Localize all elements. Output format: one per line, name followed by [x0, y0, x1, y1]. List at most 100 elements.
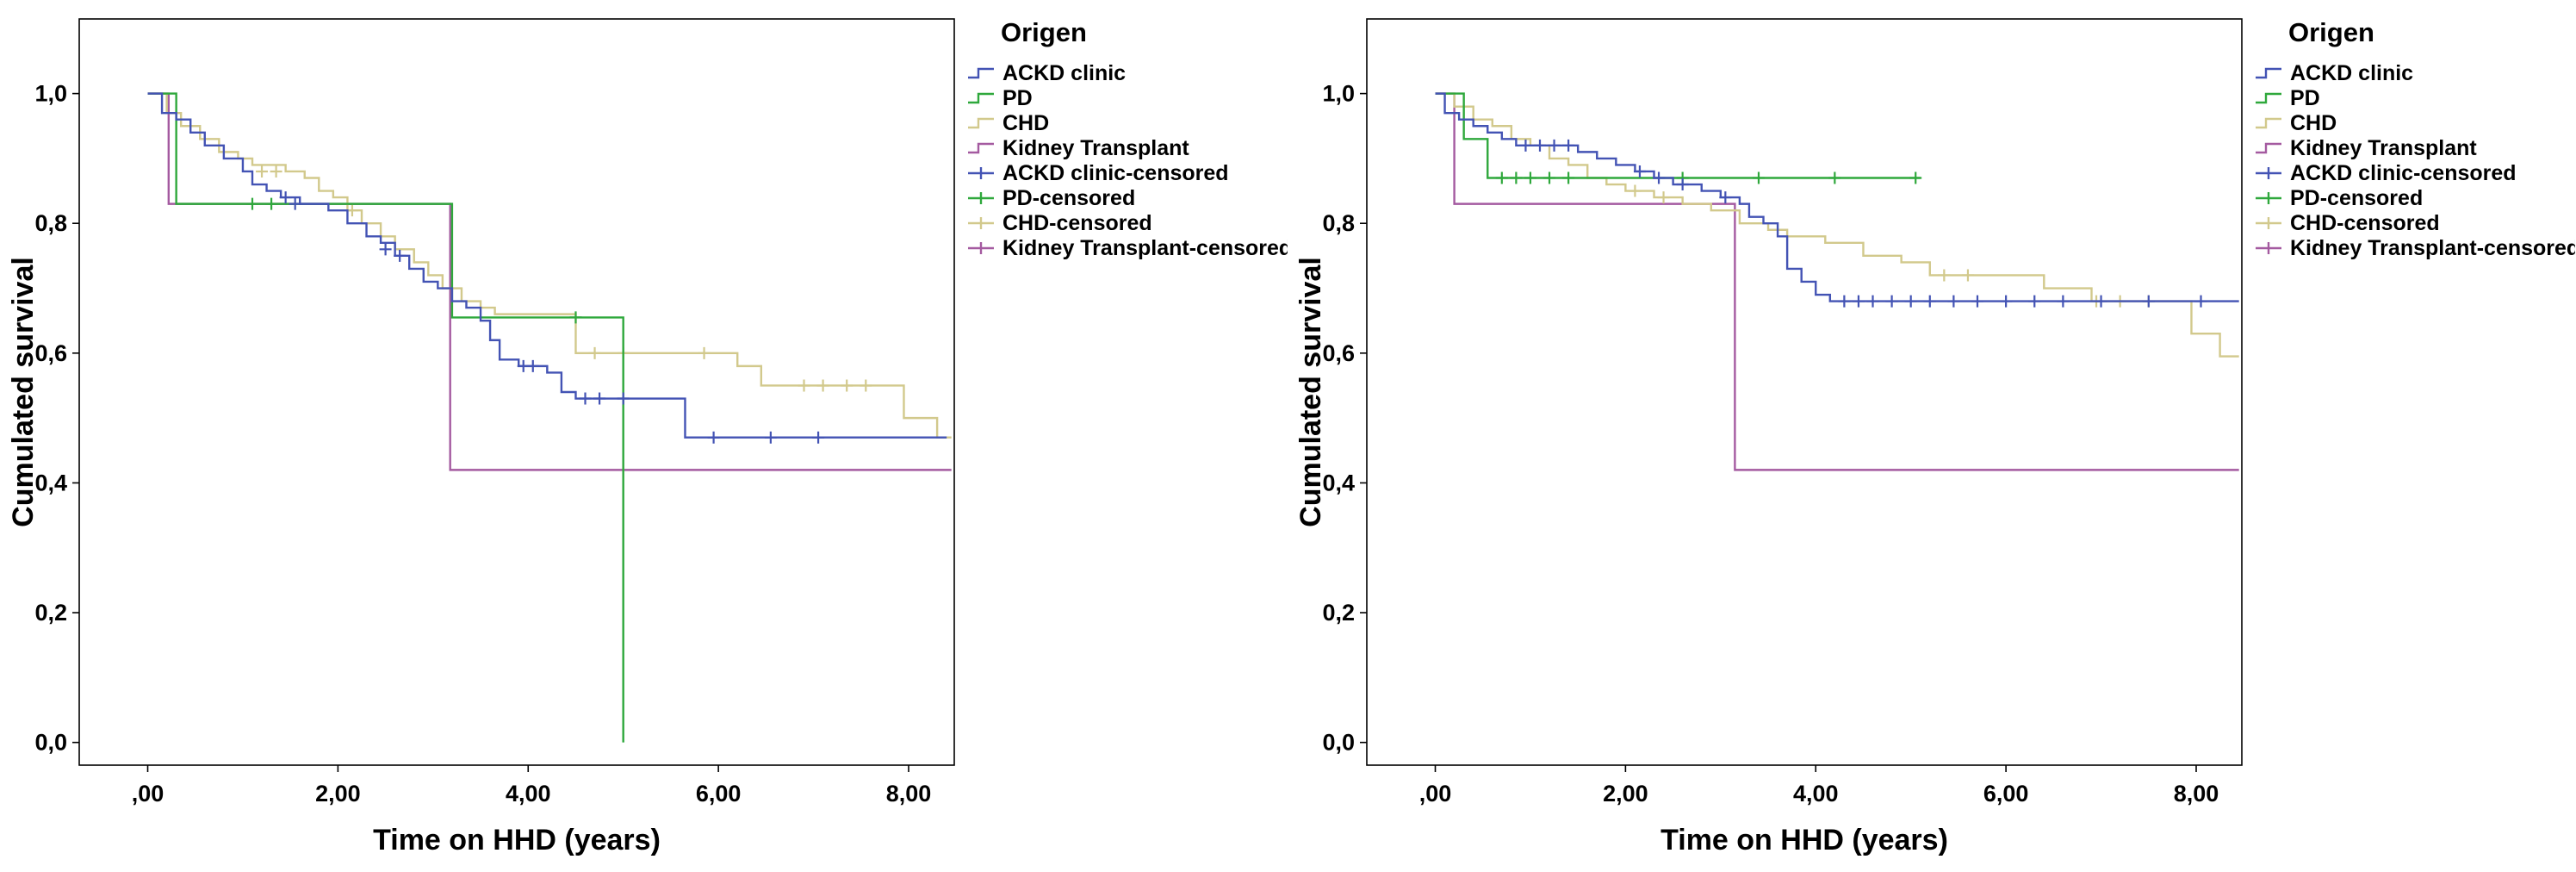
legend-line-glyph-pd: [2256, 92, 2281, 104]
x-tick-label: ,00: [1419, 781, 1452, 807]
survival-curve-chd: [147, 92, 952, 439]
censor-mark-ackd-clinic: [1533, 139, 1546, 152]
censor-mark-pd: [245, 197, 258, 210]
y-tick-label: 0,4: [1322, 470, 1355, 495]
x-tick-label: 2,00: [315, 781, 361, 807]
censor-mark-chd: [698, 346, 711, 359]
legend-label-pd: PD: [1002, 86, 1033, 110]
y-tick-label: 0,2: [34, 600, 67, 626]
censor-mark-ackd-clinic: [2057, 295, 2070, 308]
legend-label-ackd-clinic-censored: ACKD clinic-censored: [2290, 161, 2517, 185]
censor-mark-chd: [798, 379, 810, 392]
censor-mark-ackd-clinic: [812, 431, 825, 444]
y-tick-label: 0,6: [34, 340, 67, 366]
censor-mark-ackd-clinic: [2028, 295, 2041, 308]
censor-mark-chd: [588, 346, 601, 359]
censor-mark-pd: [265, 197, 278, 210]
censor-mark-ackd-clinic: [593, 392, 606, 405]
legend-line-glyph-kidney-transplant: [2256, 142, 2281, 154]
censor-mark-pd: [1510, 171, 1523, 184]
legend-censored-glyph-kidney-transplant-censored: [968, 242, 994, 254]
censor-mark-ackd-clinic: [2000, 295, 2013, 308]
legend-label-kidney-transplant-censored: Kidney Transplant-censored: [1002, 236, 1288, 260]
censor-mark-pd: [569, 311, 582, 324]
censor-mark-pd: [1828, 171, 1841, 184]
legend-line-glyph-chd: [2256, 117, 2281, 129]
legend-censored-glyph-pd-censored: [2256, 192, 2281, 204]
censor-mark-ackd-clinic: [526, 359, 539, 372]
y-axis-title: Cumulated survival: [7, 257, 40, 527]
legend-label-kidney-transplant: Kidney Transplant: [2290, 136, 2477, 160]
y-tick-label: 1,0: [1322, 81, 1355, 107]
x-axis-title: Time on HHD (years): [1660, 824, 1948, 856]
legend-line-glyph-ackd-clinic: [968, 67, 994, 79]
censor-mark-ackd-clinic: [379, 243, 392, 256]
censor-mark-pd: [1562, 171, 1575, 184]
legend-label-chd: CHD: [2290, 111, 2337, 135]
x-tick-label: 8,00: [886, 781, 932, 807]
censor-mark-ackd-clinic: [1548, 139, 1561, 152]
x-tick-label: 8,00: [2174, 781, 2219, 807]
y-tick-label: 0,8: [1322, 210, 1355, 236]
legend-label-ackd-clinic: ACKD clinic: [2290, 61, 2413, 85]
y-tick-label: 1,0: [34, 81, 67, 107]
legend-label-pd-censored: PD-censored: [1002, 186, 1135, 210]
censor-mark-pd: [1495, 171, 1508, 184]
survival-curve-ackd-clinic: [147, 92, 947, 439]
legend-label-chd-censored: CHD-censored: [1002, 211, 1152, 235]
censor-mark-ackd-clinic: [1885, 295, 1898, 308]
legend-censored-glyph-pd-censored: [968, 192, 994, 204]
censor-mark-ackd-clinic: [1852, 295, 1865, 308]
x-tick-label: 6,00: [1983, 781, 2029, 807]
y-tick-label: 0,2: [1322, 600, 1355, 626]
censor-mark-chd: [270, 165, 282, 178]
legend-label-ackd-clinic: ACKD clinic: [1002, 61, 1126, 85]
y-tick-label: 0,8: [34, 210, 67, 236]
survival-curve-pd: [147, 92, 624, 743]
censor-mark-ackd-clinic: [1519, 139, 1532, 152]
x-tick-label: 6,00: [696, 781, 742, 807]
right-survival-panel: ,00 2,00 4,00 6,00 8,00 0,0 0,2 0,4 0,6 0,8 1,0 Tim…: [1288, 0, 2575, 872]
legend-label-chd-censored: CHD-censored: [2290, 211, 2440, 235]
legend-line-glyph-pd: [968, 92, 994, 104]
censor-mark-ackd-clinic: [1866, 295, 1879, 308]
censor-mark-pd: [1752, 171, 1765, 184]
censor-mark-ackd-clinic: [707, 431, 720, 444]
legend-censored-glyph-kidney-transplant-censored: [2256, 242, 2281, 254]
x-tick-label: 4,00: [506, 781, 551, 807]
survival-curve-pd: [1435, 92, 1921, 179]
censor-mark-ackd-clinic: [1923, 295, 1936, 308]
censor-mark-chd: [1629, 184, 1642, 197]
y-axis-title: Cumulated survival: [1294, 257, 1327, 527]
censor-mark-pd: [1543, 171, 1556, 184]
censor-mark-ackd-clinic: [764, 431, 777, 444]
x-tick-label: 2,00: [1603, 781, 1648, 807]
legend-line-glyph-chd: [968, 117, 994, 129]
legend-censored-glyph-chd-censored: [968, 217, 994, 229]
plot-area-border: [78, 18, 955, 766]
censor-mark-pd: [1524, 171, 1536, 184]
legend-label-pd: PD: [2290, 86, 2320, 110]
y-tick-label: 0,0: [1322, 730, 1355, 756]
legend-label-chd: CHD: [1002, 111, 1049, 135]
censor-mark-chd: [816, 379, 829, 392]
legend-line-glyph-kidney-transplant: [968, 142, 994, 154]
legend-censored-glyph-ackd-clinic-censored: [968, 167, 994, 179]
censor-mark-ackd-clinic: [1562, 139, 1575, 152]
left-survival-panel: ,00 2,00 4,00 6,00 8,00 0,0 0,2 0,4 0,6 0,8 1,0 Tim…: [7, 17, 1288, 856]
x-tick-label: ,00: [132, 781, 164, 807]
y-tick-label: 0,0: [34, 730, 67, 756]
plot-area-border: [1366, 18, 2243, 766]
censor-mark-pd: [1909, 171, 1922, 184]
legend-censored-glyph-ackd-clinic-censored: [2256, 167, 2281, 179]
censor-mark-chd: [1657, 191, 1670, 204]
y-tick-label: 0,6: [1322, 340, 1355, 366]
censor-mark-ackd-clinic: [579, 392, 592, 405]
legend-label-kidney-transplant-censored: Kidney Transplant-censored: [2290, 236, 2575, 260]
legend-label-ackd-clinic-censored: ACKD clinic-censored: [1002, 161, 1229, 185]
censor-mark-ackd-clinic: [1653, 171, 1666, 184]
censor-mark-chd: [1938, 269, 1951, 282]
censor-mark-ackd-clinic: [2194, 295, 2207, 308]
censor-mark-ackd-clinic: [2142, 295, 2155, 308]
censor-mark-chd: [860, 379, 872, 392]
